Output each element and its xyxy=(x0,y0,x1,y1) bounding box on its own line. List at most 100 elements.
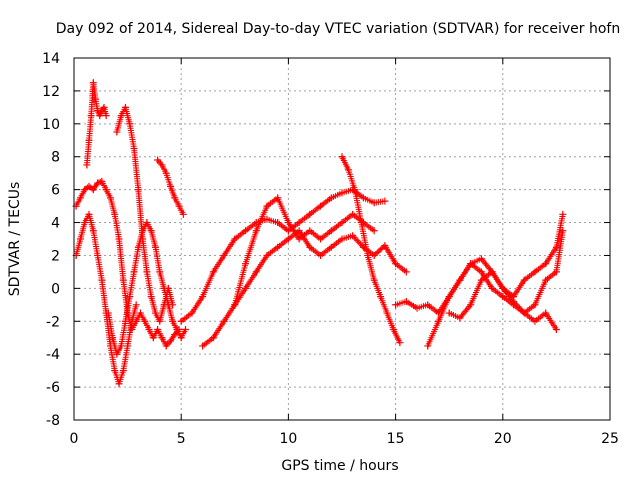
data-point xyxy=(81,219,89,227)
data-point xyxy=(499,293,507,301)
data-point xyxy=(130,145,138,152)
data-point xyxy=(327,227,335,235)
y-tick-label: 0 xyxy=(51,281,60,297)
data-point xyxy=(89,186,97,194)
y-axis-title: SDTVAR / TECUs xyxy=(7,182,23,297)
data-point xyxy=(359,194,367,202)
x-axis-title: GPS time / hours xyxy=(281,458,398,474)
data-point xyxy=(383,309,391,317)
data-point xyxy=(445,309,453,317)
data-point xyxy=(115,235,123,243)
data-point xyxy=(113,128,121,136)
data-point xyxy=(392,260,400,268)
series-sat-j xyxy=(338,153,404,347)
data-point xyxy=(242,227,250,235)
data-point xyxy=(89,79,97,87)
data-point xyxy=(284,227,292,235)
y-tick-label: -4 xyxy=(46,347,60,363)
data-point xyxy=(111,367,119,375)
data-point xyxy=(220,317,228,325)
data-point xyxy=(357,219,365,227)
series-plus-markers xyxy=(339,153,402,344)
data-point xyxy=(402,298,410,306)
y-tick-label: 12 xyxy=(42,84,60,100)
data-point xyxy=(199,293,207,301)
data-point xyxy=(242,260,250,268)
data-point xyxy=(111,210,119,218)
data-point xyxy=(295,227,303,235)
data-point xyxy=(91,95,99,103)
data-point xyxy=(124,342,132,350)
data-point xyxy=(252,227,260,235)
data-point xyxy=(85,182,93,190)
data-point xyxy=(424,301,432,309)
data-point xyxy=(128,317,136,325)
data-point xyxy=(115,380,123,388)
data-point xyxy=(94,251,102,259)
data-point xyxy=(151,243,159,251)
data-point xyxy=(263,251,271,259)
data-point xyxy=(284,219,292,227)
data-point xyxy=(445,293,453,301)
data-point xyxy=(87,112,95,120)
data-point xyxy=(76,194,84,202)
data-point xyxy=(162,169,170,177)
x-tick-label: 0 xyxy=(70,431,79,447)
series-plus-markers xyxy=(231,194,376,308)
data-point xyxy=(351,186,359,194)
series-layer xyxy=(72,79,567,388)
data-point xyxy=(531,301,539,309)
data-point xyxy=(119,367,127,375)
data-point xyxy=(274,194,282,202)
data-point xyxy=(477,255,485,263)
series-sat-d xyxy=(113,103,177,325)
data-point xyxy=(81,186,89,194)
data-point xyxy=(85,136,93,144)
series-sat-f xyxy=(104,219,189,358)
data-point xyxy=(531,317,539,325)
data-point xyxy=(160,284,168,292)
data-point xyxy=(263,202,271,210)
y-tick-labels: -8 -6 -4 -2 0 2 4 6 8 10 12 14 xyxy=(42,51,60,429)
y-tick-label: -2 xyxy=(46,314,60,330)
series-sat-g xyxy=(177,186,389,325)
y-tick-label: 4 xyxy=(51,216,60,232)
y-tick-label: 6 xyxy=(51,183,60,199)
series-sat-h xyxy=(199,227,410,350)
data-point xyxy=(477,276,485,284)
series-sat-e xyxy=(154,156,187,218)
data-point xyxy=(134,186,142,194)
data-point xyxy=(338,219,346,227)
data-point xyxy=(126,293,134,301)
data-point xyxy=(76,235,84,243)
series-plus-markers xyxy=(446,229,566,321)
data-point xyxy=(179,210,187,218)
data-point xyxy=(381,197,389,205)
data-point xyxy=(488,268,496,276)
data-point xyxy=(327,194,335,202)
data-point xyxy=(85,210,93,218)
data-point xyxy=(252,268,260,276)
data-point xyxy=(424,342,432,350)
data-point xyxy=(434,317,442,325)
data-point xyxy=(349,232,357,240)
data-point xyxy=(83,161,91,169)
data-point xyxy=(396,339,404,347)
data-point xyxy=(89,227,97,235)
data-point xyxy=(413,304,421,312)
data-point xyxy=(377,293,385,301)
data-point xyxy=(349,210,357,218)
data-point xyxy=(381,242,389,250)
data-point xyxy=(166,337,174,345)
x-tick-label: 20 xyxy=(494,431,512,447)
data-point xyxy=(166,182,174,190)
y-tick-label: 10 xyxy=(42,117,60,133)
data-point xyxy=(94,179,102,187)
data-point xyxy=(121,317,129,325)
data-point xyxy=(242,284,250,292)
data-point xyxy=(104,309,112,317)
data-point xyxy=(156,317,164,325)
data-point xyxy=(117,342,125,350)
data-point xyxy=(109,334,117,342)
data-point xyxy=(389,326,397,333)
